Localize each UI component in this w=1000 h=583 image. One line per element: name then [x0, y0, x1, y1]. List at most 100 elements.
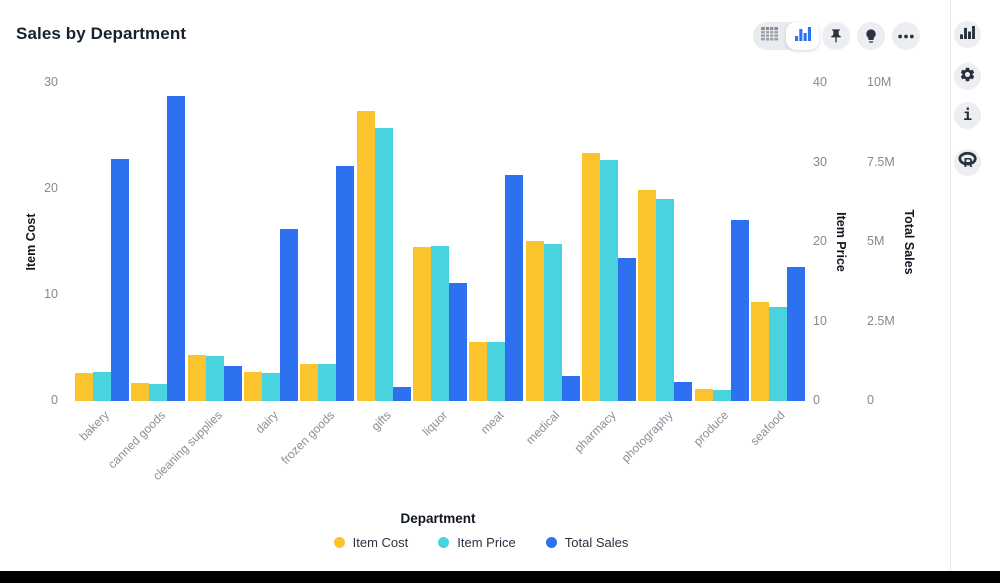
bar-group-bakery: bakery [75, 159, 129, 443]
rail-divider [950, 0, 951, 571]
bottom-bar [0, 571, 1000, 583]
bar-total-sales-pharmacy[interactable] [617, 257, 636, 401]
rail-settings-button[interactable] [954, 63, 981, 90]
bar-total-sales-frozen-goods[interactable] [336, 165, 355, 401]
bar-item-cost-gifts[interactable] [356, 110, 375, 401]
x-tick-label-produce: produce [690, 408, 732, 449]
y-axis-right-total-sales-ticks: 0 2.5M 5M 7.5M 10M [867, 75, 913, 407]
y-tick-label: 30 [813, 154, 827, 169]
rail-info-button[interactable]: i [954, 102, 981, 129]
view-toggle[interactable] [753, 22, 819, 50]
bar-chart-plot: bakery canned goods cleaning supplies dairy… [68, 83, 808, 483]
y-tick-label: 20 [44, 181, 58, 195]
rail-r-button[interactable]: R [954, 149, 981, 176]
bar-item-cost-pharmacy[interactable] [581, 152, 600, 401]
bar-item-price-seafood[interactable] [768, 307, 787, 401]
legend-label: Item Cost [352, 535, 409, 550]
bar-item-price-gifts[interactable] [374, 127, 393, 401]
bar-total-sales-bakery[interactable] [111, 159, 129, 401]
chart-legend: Item Cost Item Price Total Sales [68, 535, 894, 550]
bar-item-price-produce[interactable] [712, 389, 731, 401]
pin-button[interactable] [822, 22, 850, 50]
legend-item-total-sales[interactable]: Total Sales [545, 535, 629, 550]
bar-item-price-medical[interactable] [543, 243, 562, 401]
bar-group-gifts: gifts [356, 110, 411, 433]
x-tick-label-dairy: dairy [252, 408, 281, 437]
info-icon: i [962, 106, 973, 124]
x-tick-label-pharmacy: pharmacy [571, 408, 619, 456]
bar-total-sales-medical[interactable] [561, 375, 580, 401]
x-tick-label-meat: meat [477, 408, 507, 437]
y-tick-label: 40 [813, 75, 827, 89]
bar-item-price-cleaning-supplies[interactable] [205, 355, 224, 401]
y-tick-label: 5M [867, 234, 885, 248]
bar-total-sales-cleaning-supplies[interactable] [223, 366, 242, 401]
legend-item-item-cost[interactable]: Item Cost [333, 535, 409, 550]
bar-item-cost-medical[interactable] [525, 240, 544, 401]
bar-group-frozen-goods: frozen goods [278, 165, 355, 467]
bar-item-price-photography[interactable] [656, 199, 675, 401]
bar-group-seafood: seafood [748, 267, 805, 448]
y-tick-label: 0 [51, 393, 58, 407]
y-tick-label: 10 [44, 287, 58, 301]
page-title: Sales by Department [16, 24, 187, 43]
table-icon [761, 26, 778, 46]
x-tick-label-medical: medical [523, 408, 563, 448]
x-tick-label-liquor: liquor [419, 408, 450, 439]
chart-view-button[interactable] [786, 22, 819, 50]
more-options-button[interactable] [892, 22, 920, 50]
bar-item-cost-bakery[interactable] [75, 373, 93, 401]
y-tick-label: 10 [813, 313, 827, 328]
rail-chart-button[interactable] [954, 21, 981, 48]
bar-item-cost-photography[interactable] [638, 190, 657, 401]
bar-total-sales-seafood[interactable] [786, 267, 805, 401]
y-axis-right-item-price-ticks: 0 10 20 30 40 [813, 75, 853, 407]
bar-item-price-meat[interactable] [487, 342, 506, 401]
bar-item-price-liquor[interactable] [430, 245, 449, 401]
bar-item-price-dairy[interactable] [261, 373, 280, 401]
x-tick-label-bakery: bakery [76, 408, 112, 444]
y-tick-label: 20 [813, 234, 827, 248]
ellipsis-icon [898, 34, 914, 39]
bar-total-sales-produce[interactable] [730, 219, 749, 401]
bar-item-cost-dairy[interactable] [243, 372, 262, 401]
bar-item-cost-seafood[interactable] [750, 302, 769, 401]
bar-item-cost-cleaning-supplies[interactable] [187, 355, 206, 401]
bar-item-price-canned-goods[interactable] [149, 383, 168, 401]
bar-item-price-frozen-goods[interactable] [318, 363, 337, 401]
bar-chart-icon [960, 25, 975, 44]
legend-swatch-item-price [438, 537, 450, 548]
y-tick-label: 30 [44, 75, 58, 89]
bar-group-photography: photography [618, 190, 693, 465]
bar-item-cost-canned-goods[interactable] [131, 382, 150, 401]
y-tick-label: 0 [813, 393, 820, 407]
bar-group-produce: produce [691, 219, 749, 449]
bar-total-sales-photography[interactable] [674, 381, 693, 401]
table-view-button[interactable] [753, 22, 786, 50]
x-axis-title: Department [400, 511, 476, 526]
bar-total-sales-canned-goods[interactable] [167, 95, 186, 401]
pin-icon [828, 28, 844, 44]
bar-item-cost-produce[interactable] [694, 389, 713, 401]
legend-item-item-price[interactable]: Item Price [438, 535, 516, 550]
bar-item-cost-liquor[interactable] [412, 247, 431, 401]
bar-group-medical: medical [523, 240, 580, 447]
bar-item-price-bakery[interactable] [93, 371, 111, 401]
bar-group-pharmacy: pharmacy [572, 152, 636, 455]
bar-total-sales-liquor[interactable] [448, 283, 467, 401]
bar-group-cleaning-supplies: cleaning supplies [150, 355, 242, 483]
y-tick-label: 0 [867, 393, 874, 407]
insights-button[interactable] [857, 22, 885, 50]
bar-item-cost-frozen-goods[interactable] [300, 363, 319, 401]
legend-swatch-item-cost [333, 537, 345, 548]
bar-total-sales-dairy[interactable] [279, 229, 298, 401]
x-tick-label-gifts: gifts [368, 408, 394, 434]
bar-total-sales-meat[interactable] [505, 175, 524, 401]
bar-item-price-pharmacy[interactable] [599, 160, 618, 401]
y-tick-label: 7.5M [867, 154, 895, 169]
legend-label: Total Sales [564, 535, 629, 550]
bar-total-sales-gifts[interactable] [392, 386, 411, 401]
bar-item-cost-meat[interactable] [469, 341, 488, 401]
bar-group-liquor: liquor [412, 245, 467, 439]
bar-group-dairy: dairy [243, 229, 298, 436]
